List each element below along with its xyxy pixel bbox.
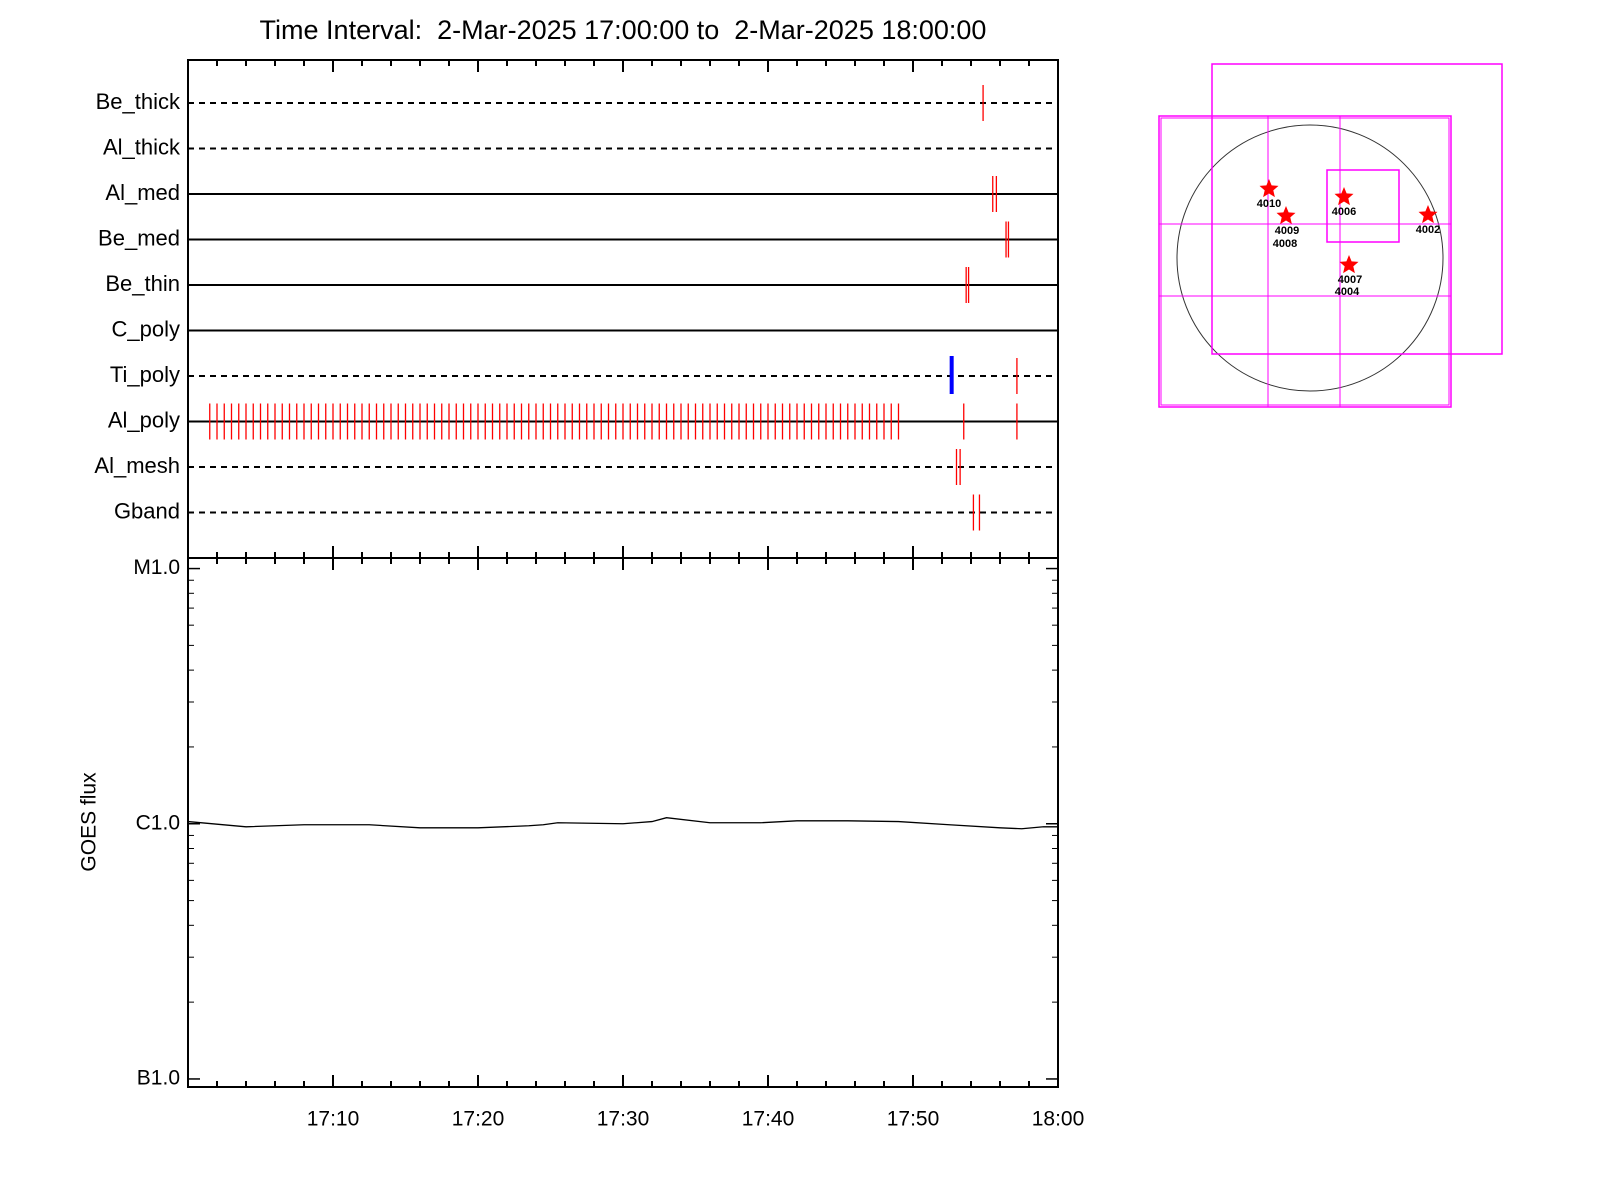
region-label: 4006 bbox=[1332, 206, 1356, 218]
x-tick-label: 17:50 bbox=[887, 1108, 940, 1131]
region-star bbox=[1334, 187, 1354, 206]
sun-map bbox=[1158, 63, 1503, 408]
row-label: Al_poly bbox=[108, 407, 180, 432]
fov-box bbox=[1158, 115, 1452, 408]
row-label: Gband bbox=[114, 498, 180, 523]
y-tick-label: B1.0 bbox=[137, 1067, 180, 1090]
goes-line bbox=[187, 817, 1058, 830]
fov-box bbox=[1326, 169, 1400, 243]
row-label: Al_thick bbox=[103, 134, 181, 159]
solar-disk bbox=[1176, 124, 1444, 392]
x-tick-label: 17:30 bbox=[597, 1108, 650, 1131]
row-label: C_poly bbox=[112, 316, 180, 341]
region-star bbox=[1259, 179, 1279, 198]
row-label: Be_thin bbox=[105, 271, 180, 296]
region-label: 4008 bbox=[1273, 238, 1297, 250]
row-label: Be_thick bbox=[96, 89, 181, 114]
row-label: Al_mesh bbox=[94, 453, 180, 478]
x-tick-label: 17:20 bbox=[452, 1108, 505, 1131]
x-tick-label: 17:10 bbox=[307, 1108, 360, 1131]
region-label: 4010 bbox=[1257, 198, 1281, 210]
row-label: Be_med bbox=[98, 225, 180, 250]
x-tick-label: 18:00 bbox=[1032, 1108, 1085, 1131]
region-label: 4002 bbox=[1416, 224, 1440, 236]
fov-box bbox=[1160, 117, 1450, 406]
fov-box bbox=[1211, 63, 1503, 355]
region-label: 4004 bbox=[1335, 286, 1360, 298]
region-label: 4009 bbox=[1275, 225, 1299, 237]
row-label: Al_med bbox=[105, 180, 180, 205]
chart-title: Time Interval: 2-Mar-2025 17:00:00 to 2-… bbox=[260, 15, 987, 45]
goes-frame bbox=[187, 557, 1059, 1088]
region-star bbox=[1418, 205, 1438, 224]
x-tick-label: 17:40 bbox=[742, 1108, 795, 1131]
region-star bbox=[1339, 255, 1359, 274]
y-tick-label: C1.0 bbox=[136, 811, 180, 834]
row-label: Ti_poly bbox=[110, 362, 180, 387]
region-label: 4007 bbox=[1338, 274, 1362, 286]
region-star bbox=[1276, 206, 1296, 225]
y-tick-label: M1.0 bbox=[133, 556, 180, 579]
timeline-frame bbox=[187, 59, 1059, 559]
y-axis-label: GOES flux bbox=[78, 772, 101, 872]
